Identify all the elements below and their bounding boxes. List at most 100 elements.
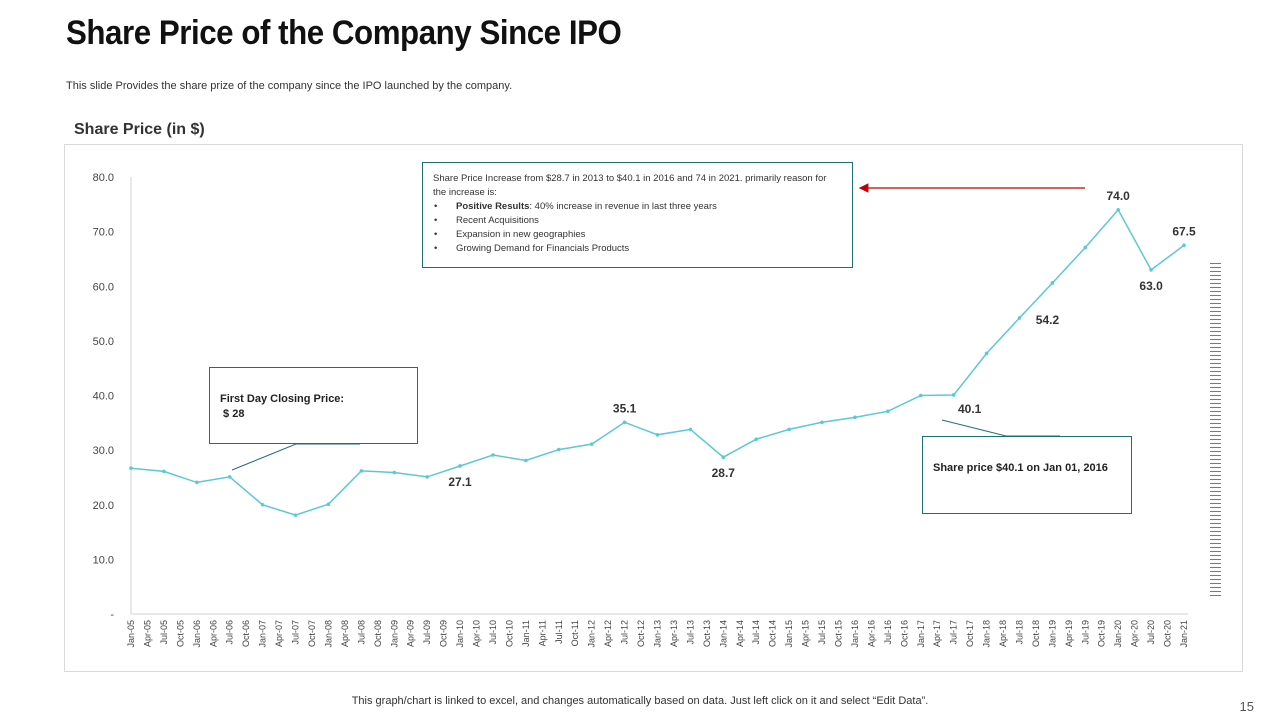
note-bullet: Growing Demand for Financials Products	[433, 242, 842, 256]
chart-heading: Share Price (in $)	[74, 121, 205, 138]
y-tick-label: 80.0	[93, 172, 114, 184]
x-tick-label: Oct-12	[636, 620, 646, 647]
y-tick-label: 60.0	[93, 281, 114, 293]
first-day-closing-callout[interactable]: First Day Closing Price: $ 28	[209, 367, 418, 444]
note-bullet: Recent Acquisitions	[433, 214, 842, 228]
x-tick-label: Jan-06	[192, 620, 202, 648]
chart-frame[interactable]	[64, 144, 1243, 672]
x-tick-label: Jul-10	[488, 620, 498, 645]
page-subtitle: This slide Provides the share prize of t…	[66, 80, 513, 92]
data-point	[787, 427, 791, 432]
x-tick-label: Oct-17	[965, 620, 975, 647]
x-tick-label: Jul-06	[225, 620, 235, 645]
x-tick-label: Jan-05	[126, 620, 136, 648]
x-tick-label: Oct-10	[504, 620, 514, 647]
x-tick-label: Apr-05	[142, 620, 152, 647]
decorative-bars	[1210, 263, 1221, 598]
x-tick-label: Jul-17	[949, 620, 959, 645]
x-tick-label: Jul-15	[817, 620, 827, 645]
x-tick-label: Jul-09	[422, 620, 432, 645]
data-point	[1017, 316, 1022, 320]
x-tick-label: Oct-16	[899, 620, 909, 647]
x-tick-label: Jan-21	[1179, 620, 1189, 648]
y-tick-label: 20.0	[93, 500, 114, 512]
note-bullet: Expansion in new geographies	[433, 228, 842, 242]
data-point	[951, 393, 956, 397]
note-bullet-positive-results: Positive Results: 40% increase in revenu…	[433, 200, 842, 214]
data-point	[326, 502, 331, 507]
x-tick-label: Oct-15	[833, 620, 843, 647]
x-tick-label: Oct-13	[702, 620, 712, 647]
x-tick-label: Jul-07	[291, 620, 301, 645]
data-point	[918, 393, 923, 398]
data-point	[195, 480, 199, 485]
x-tick-label: Jul-13	[685, 620, 695, 645]
data-point	[589, 442, 594, 446]
x-tick-label: Jan-13	[653, 620, 663, 648]
data-point	[129, 466, 133, 470]
x-tick-label: Jul-19	[1080, 620, 1090, 645]
data-point	[688, 427, 693, 432]
share-2016-text: Share price $40.1 on Jan 01, 2016	[933, 462, 1108, 474]
data-point	[655, 433, 660, 437]
x-tick-label: Jul-11	[554, 620, 564, 644]
data-point	[359, 469, 364, 473]
x-tick-label: Jul-14	[751, 620, 761, 645]
y-tick-label: 10.0	[93, 554, 114, 566]
x-tick-label: Jan-10	[455, 620, 465, 648]
x-tick-label: Apr-09	[406, 620, 416, 647]
first-day-callout-pointer	[231, 443, 360, 471]
note-bullet-list: Positive Results: 40% increase in revenu…	[433, 200, 842, 256]
x-tick-label: Apr-14	[735, 620, 745, 647]
data-label: 40.1	[958, 402, 982, 416]
first-day-line2: $ 28	[220, 408, 245, 420]
increase-reasons-note[interactable]: Share Price Increase from $28.7 in 2013 …	[422, 162, 853, 268]
x-tick-label: Jul-05	[159, 620, 169, 645]
x-tick-label: Apr-13	[669, 620, 679, 647]
x-tick-label: Apr-07	[274, 620, 284, 647]
data-point	[227, 475, 232, 479]
x-tick-label: Jan-20	[1113, 620, 1123, 648]
x-tick-label: Apr-10	[472, 620, 482, 647]
x-tick-label: Jan-12	[587, 620, 597, 648]
data-point	[458, 464, 462, 468]
note-bullet-bold: Positive Results	[456, 201, 530, 212]
x-tick-label: Jan-16	[850, 620, 860, 648]
x-tick-label: Jul-18	[1014, 620, 1024, 645]
data-point	[853, 415, 857, 420]
share-price-2016-callout[interactable]: Share price $40.1 on Jan 01, 2016	[922, 436, 1132, 514]
data-label: 74.0	[1107, 189, 1131, 203]
y-tick-label: 30.0	[93, 445, 114, 457]
x-tick-label: Jan-09	[389, 620, 399, 648]
x-tick-label: Jan-11	[521, 620, 531, 647]
x-tick-label: Jan-07	[258, 620, 268, 648]
x-tick-label: Oct-18	[1031, 620, 1041, 647]
y-tick-label: 40.0	[93, 391, 114, 403]
data-point	[162, 469, 166, 474]
data-label: 28.7	[712, 466, 736, 480]
share-2016-callout-pointer	[941, 419, 1060, 437]
x-tick-label: Jan-18	[982, 620, 992, 648]
data-point	[1083, 245, 1088, 250]
data-point	[556, 447, 561, 452]
data-label: 35.1	[613, 401, 637, 415]
data-point	[293, 513, 298, 517]
x-tick-label: Apr-19	[1064, 620, 1074, 647]
data-point	[392, 470, 397, 475]
x-tick-label: Apr-12	[603, 620, 613, 647]
first-day-line1: First Day Closing Price:	[220, 393, 345, 405]
x-tick-label: Apr-17	[932, 620, 942, 647]
data-point	[886, 409, 890, 414]
x-tick-label: Jan-15	[784, 620, 794, 648]
data-point	[491, 453, 495, 457]
x-tick-label: Apr-11	[537, 620, 547, 646]
data-point	[754, 437, 759, 442]
data-label: 27.1	[448, 475, 472, 489]
data-point	[721, 455, 726, 460]
x-tick-label: Jan-08	[323, 620, 333, 648]
x-tick-label: Oct-08	[373, 620, 383, 647]
x-tick-label: Oct-05	[175, 620, 185, 647]
data-point	[1050, 281, 1055, 285]
footer-note: This graph/chart is linked to excel, and…	[351, 695, 929, 707]
